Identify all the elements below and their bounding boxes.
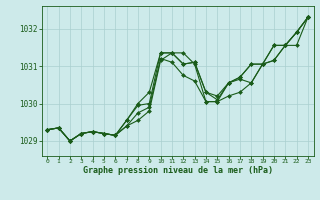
X-axis label: Graphe pression niveau de la mer (hPa): Graphe pression niveau de la mer (hPa) xyxy=(83,166,273,175)
